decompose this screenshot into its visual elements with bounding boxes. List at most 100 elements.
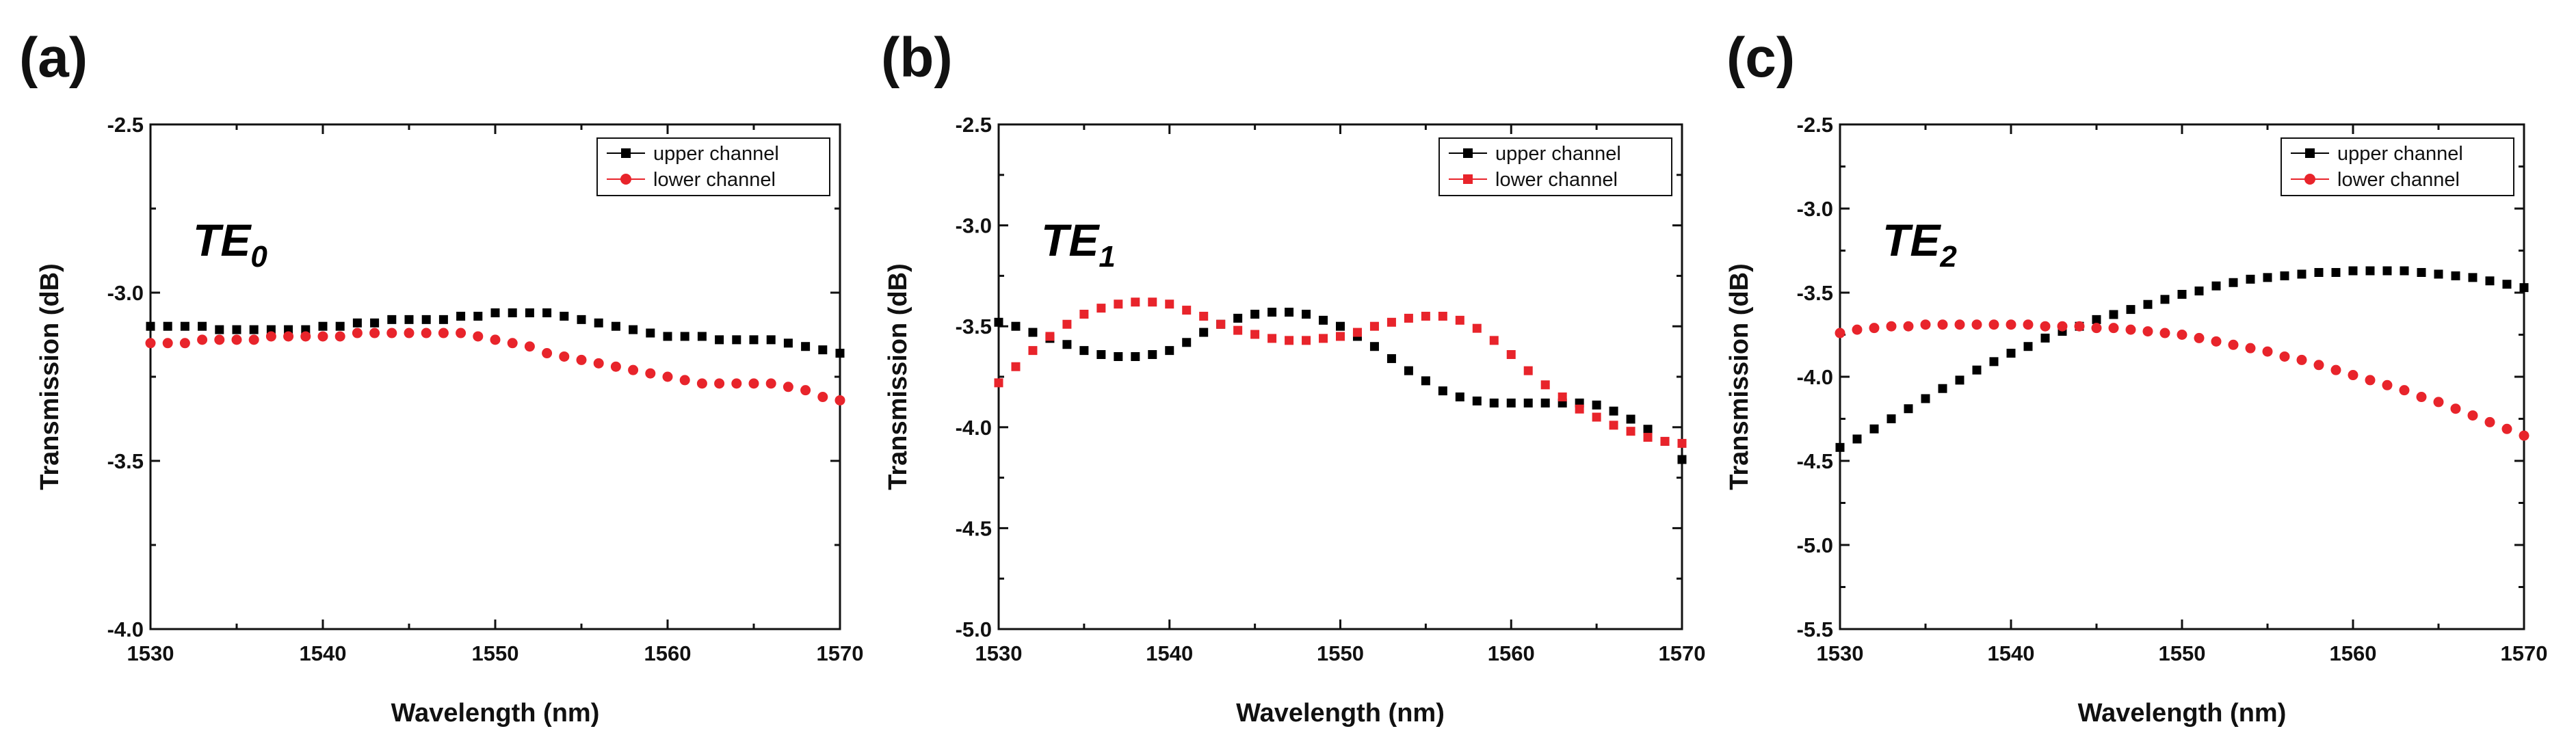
data-point [696, 378, 707, 389]
plot-frame [1839, 123, 2525, 630]
mode-label-subscript: 2 [1939, 240, 1957, 274]
data-point [818, 345, 828, 355]
data-point [1233, 313, 1243, 323]
data-point [1267, 308, 1277, 317]
data-point [679, 375, 690, 386]
data-point [2433, 397, 2444, 408]
data-point [1285, 336, 1294, 345]
data-point [646, 328, 655, 338]
chart-panel-a: (a) 1530 1540 1550 1560 1570 -2.5 -3.0 -3.5 -4.0 W… [19, 27, 863, 728]
data-point [1045, 332, 1055, 341]
plot-frame [149, 123, 841, 630]
data-point [1302, 336, 1311, 345]
data-point [610, 361, 621, 372]
data-point [1835, 328, 1845, 338]
y-tick-label: -4.0 [1797, 365, 1833, 389]
data-point [800, 385, 811, 396]
data-point [1028, 328, 1038, 337]
legend-label: upper channel [1495, 143, 1621, 165]
data-point [834, 395, 845, 405]
data-point [265, 331, 276, 342]
data-point [1096, 350, 1106, 360]
x-tick-label: 1560 [2330, 641, 2377, 665]
x-tick-label: 1570 [1659, 641, 1706, 665]
data-point [2365, 375, 2376, 386]
data-point [1114, 299, 1123, 309]
data-point [2280, 271, 2289, 280]
data-point [1319, 334, 1328, 343]
data-point [1404, 366, 1413, 375]
data-point [2399, 385, 2410, 396]
data-point [1472, 323, 1482, 333]
x-tick-label: 1540 [1146, 641, 1193, 665]
data-point [1216, 319, 1226, 329]
data-point [524, 341, 535, 352]
x-tick-label: 1570 [817, 641, 864, 665]
data-point [421, 315, 431, 324]
data-point [2416, 392, 2427, 403]
data-point [1369, 321, 1379, 331]
data-point [1148, 297, 1157, 307]
data-point [1472, 396, 1482, 405]
data-point [2074, 321, 2085, 332]
x-tick-label: 1530 [127, 641, 174, 665]
data-point [507, 338, 518, 349]
data-point [1920, 319, 1931, 330]
data-point [2279, 351, 2290, 362]
y-tick-label: -4.0 [956, 416, 992, 440]
data-point [994, 317, 1003, 327]
data-point [2229, 278, 2238, 287]
y-tick-label: -3.5 [107, 449, 144, 473]
data-point [1131, 297, 1140, 307]
data-point [1131, 351, 1140, 361]
data-point [1062, 319, 1072, 329]
legend: upper channel lower channel [596, 137, 830, 196]
data-point [994, 378, 1003, 388]
data-point [2040, 333, 2050, 343]
series-upper-channel [146, 308, 845, 358]
data-point [215, 325, 224, 334]
data-point [1869, 323, 1880, 334]
mode-label-subscript: 0 [250, 240, 267, 274]
data-point [1643, 425, 1653, 434]
data-point [1011, 321, 1021, 331]
data-point [2382, 379, 2393, 390]
data-point [2211, 281, 2221, 291]
data-point [2057, 321, 2068, 332]
x-axis-title: Wavelength (nm) [2078, 699, 2287, 728]
data-point [1887, 414, 1896, 423]
data-point [783, 382, 793, 392]
data-point [2160, 295, 2170, 304]
data-point [2314, 267, 2324, 277]
data-point [1575, 404, 1584, 414]
data-point [1592, 400, 1601, 410]
x-tick-label: 1540 [1988, 641, 2035, 665]
data-point [2263, 273, 2272, 282]
x-tick-label: 1530 [975, 641, 1023, 665]
data-point [576, 354, 587, 365]
data-point [1079, 346, 1089, 356]
data-point [214, 334, 225, 345]
data-point [1609, 421, 1618, 430]
data-point [1455, 315, 1464, 325]
data-point [1421, 376, 1430, 386]
data-point [180, 321, 189, 331]
data-point [1609, 406, 1618, 416]
panel-label: (a) [19, 27, 88, 89]
data-point [2484, 416, 2495, 427]
legend-marker [621, 148, 631, 158]
data-point [1558, 392, 1567, 402]
y-tick-label: -3.0 [107, 281, 144, 305]
data-point [765, 378, 776, 389]
data-point [749, 335, 759, 345]
data-point [731, 378, 742, 389]
data-point [334, 331, 345, 342]
data-point [1626, 427, 1635, 436]
data-point [2348, 266, 2358, 276]
mode-label: TE1 [1041, 215, 1116, 274]
data-point [386, 328, 397, 338]
data-point [593, 358, 604, 369]
y-tick-label: -3.0 [956, 214, 992, 238]
data-point [248, 334, 259, 345]
data-point [2211, 336, 2222, 347]
